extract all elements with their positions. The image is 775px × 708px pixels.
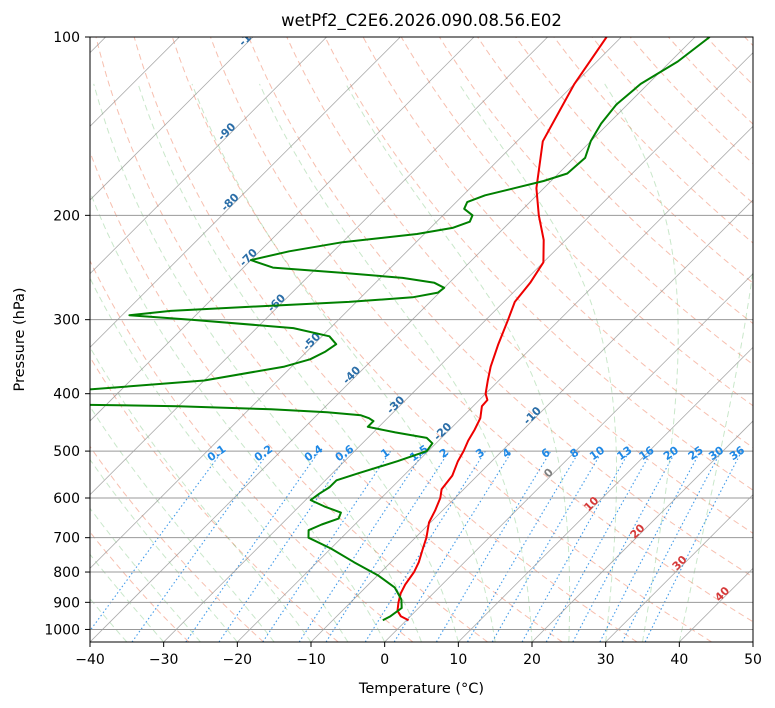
- isotherm: [384, 273, 753, 642]
- mixing-ratio-line: [298, 450, 425, 642]
- isotherm: [90, 37, 696, 642]
- x-tick-label: −40: [75, 652, 105, 668]
- y-tick-label: 1000: [44, 622, 80, 638]
- y-tick-label: 800: [53, 565, 80, 581]
- dry-adiabat: [400, 37, 753, 407]
- isotherm: [237, 125, 753, 642]
- y-tick-label: 100: [53, 30, 80, 46]
- y-tick-label: 500: [53, 444, 80, 460]
- mixing-ratio-line: [572, 450, 677, 642]
- x-tick-label: −20: [223, 652, 253, 668]
- y-tick-label: 700: [53, 531, 80, 547]
- dry-adiabat: [133, 37, 638, 642]
- dry-adiabat: [171, 37, 712, 642]
- isotherm-label: -100: [236, 20, 265, 49]
- moist-adiabat: [137, 83, 459, 642]
- mixing-ratio-line: [262, 450, 392, 642]
- isotherm: [90, 37, 254, 201]
- x-tick-label: 0: [380, 652, 389, 668]
- x-tick-label: 50: [744, 652, 762, 668]
- moist-adiabat: [90, 458, 238, 642]
- y-tick-label: 400: [53, 387, 80, 403]
- mixing-ratio-line: [90, 450, 223, 632]
- chart-title: wetPf2_C2E6.2026.090.08.56.E02: [281, 11, 562, 31]
- y-tick-label: 600: [53, 491, 80, 507]
- moist-adiabat: [259, 83, 533, 642]
- y-tick-label: 200: [53, 208, 80, 224]
- dry-adiabat: [515, 37, 753, 284]
- x-tick-label: 30: [597, 652, 615, 668]
- moist-adiabat: [191, 83, 496, 642]
- dry-adiabat: [90, 445, 264, 642]
- x-tick-label: 20: [523, 652, 541, 668]
- x-tick-label: −30: [149, 652, 179, 668]
- isotherm: [163, 52, 753, 642]
- isotherm: [90, 37, 401, 348]
- moist-adiabat: [345, 83, 571, 642]
- x-axis-label: Temperature (°C): [358, 681, 484, 697]
- moist-adiabat: [90, 405, 275, 642]
- moist-adiabat: [458, 83, 617, 642]
- mixing-ratio-line: [185, 450, 320, 642]
- mixing-ratio-line: [325, 450, 450, 642]
- dewpoint-profile-line: [90, 37, 711, 622]
- moist-adiabat: [90, 276, 349, 642]
- dry-adiabat: [477, 37, 753, 325]
- mixing-ratio-line: [545, 450, 653, 642]
- isotherm: [458, 346, 753, 642]
- mixing-ratio-line: [393, 450, 513, 642]
- dry-adiabat: [90, 259, 414, 642]
- x-tick-label: −10: [296, 652, 326, 668]
- isotherm: [605, 494, 753, 642]
- isotherm: [90, 37, 622, 569]
- dry-adiabat: [324, 37, 753, 491]
- isotherm: [531, 420, 753, 642]
- x-tick-label: 40: [670, 652, 688, 668]
- moist-adiabat: [90, 346, 312, 642]
- y-tick-label: 900: [53, 595, 80, 611]
- moist-adiabat: [90, 597, 128, 642]
- moist-adiabat: [604, 83, 679, 642]
- mixing-ratio-line: [521, 450, 630, 642]
- moist-adiabat: [678, 83, 753, 642]
- dry-adiabat: [210, 37, 753, 623]
- isotherm: [90, 37, 548, 496]
- y-tick-label: 300: [53, 313, 80, 329]
- isotherm: [310, 199, 753, 642]
- moist-adiabat: [93, 83, 422, 642]
- dry-adiabat: [95, 37, 563, 642]
- mixing-ratio-line: [644, 450, 743, 642]
- dry-adiabat: [248, 37, 753, 578]
- moist-adiabat: [90, 553, 165, 642]
- isotherm: [90, 37, 327, 275]
- dry-adiabat: [591, 37, 753, 204]
- mixing-ratio-line: [218, 450, 351, 642]
- dry-adiabat: [629, 37, 753, 165]
- x-tick-label: 10: [449, 652, 467, 668]
- temperature-profile-line: [396, 37, 608, 622]
- isotherm: [90, 37, 475, 422]
- y-axis-label: Pressure (hPa): [12, 287, 28, 391]
- mixing-ratio-line: [131, 450, 270, 642]
- moist-adiabat: [90, 507, 201, 642]
